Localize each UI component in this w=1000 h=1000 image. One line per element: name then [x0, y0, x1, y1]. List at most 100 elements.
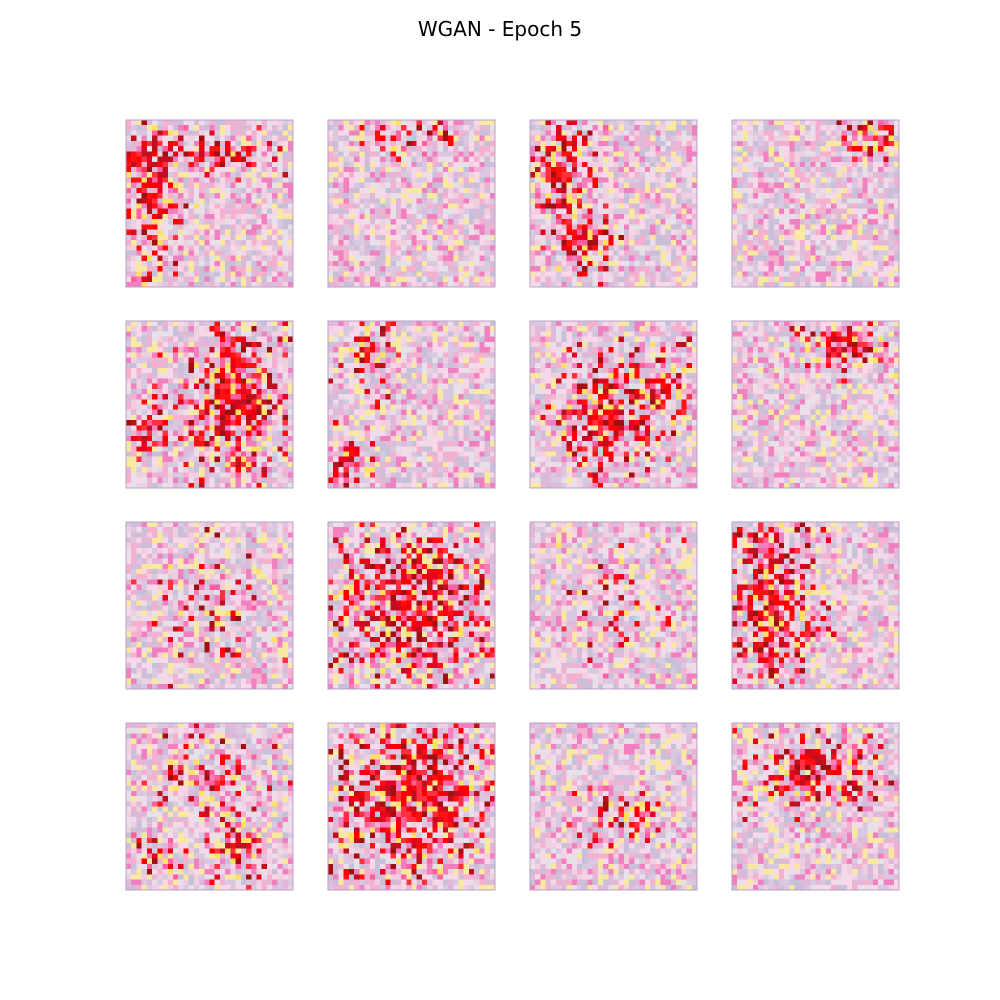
pixel	[629, 130, 635, 136]
pixel	[485, 209, 491, 215]
pixel	[582, 193, 588, 199]
pixel	[789, 188, 795, 194]
pixel	[277, 326, 283, 332]
pixel	[251, 136, 257, 142]
pixel	[784, 235, 790, 241]
pixel	[438, 141, 444, 147]
pixel	[774, 209, 780, 215]
pixel	[251, 441, 257, 447]
pixel	[267, 266, 273, 272]
pixel	[742, 198, 748, 204]
pixel	[530, 214, 536, 220]
pixel	[246, 352, 252, 358]
pixel	[401, 151, 407, 157]
pixel	[805, 141, 811, 147]
pixel	[561, 172, 567, 178]
pixel	[359, 141, 365, 147]
pixel	[147, 342, 153, 348]
pixel	[236, 420, 242, 426]
pixel	[769, 204, 775, 210]
pixel	[199, 240, 205, 246]
pixel	[183, 352, 189, 358]
pixel	[427, 240, 433, 246]
pixel	[225, 425, 231, 431]
pixel	[365, 125, 371, 131]
pixel	[464, 177, 470, 183]
pixel	[878, 219, 884, 225]
pixel	[577, 125, 583, 131]
pixel	[748, 141, 754, 147]
pixel	[737, 219, 743, 225]
pixel	[391, 282, 397, 288]
pixel	[432, 277, 438, 283]
pixel	[805, 219, 811, 225]
pixel	[262, 277, 268, 283]
pixel	[624, 214, 630, 220]
pixel	[742, 235, 748, 241]
pixel	[582, 146, 588, 152]
pixel	[587, 261, 593, 267]
pixel	[852, 230, 858, 236]
pixel	[763, 224, 769, 230]
pixel	[836, 167, 842, 173]
pixel	[742, 277, 748, 283]
pixel	[157, 256, 163, 262]
pixel	[359, 120, 365, 126]
pixel	[338, 167, 344, 173]
pixel	[826, 157, 832, 163]
pixel	[422, 271, 428, 277]
pixel	[359, 261, 365, 267]
pixel	[742, 230, 748, 236]
pixel	[748, 125, 754, 131]
pixel	[469, 282, 475, 288]
pixel	[427, 261, 433, 267]
pixel	[277, 415, 283, 421]
pixel	[784, 256, 790, 262]
pixel	[753, 136, 759, 142]
pixel	[614, 193, 620, 199]
pixel	[556, 240, 562, 246]
pixel	[380, 224, 386, 230]
pixel	[338, 151, 344, 157]
pixel	[883, 277, 889, 283]
pixel	[894, 230, 900, 236]
pixel	[168, 326, 174, 332]
pixel	[732, 167, 738, 173]
pixel	[189, 457, 195, 463]
pixel	[277, 245, 283, 251]
pixel	[283, 193, 289, 199]
pixel	[671, 282, 677, 288]
pixel	[354, 224, 360, 230]
pixel	[338, 125, 344, 131]
pixel	[256, 321, 262, 327]
pixel	[333, 204, 339, 210]
pixel	[490, 167, 496, 173]
pixel	[272, 245, 278, 251]
pixel	[490, 188, 496, 194]
pixel	[354, 167, 360, 173]
pixel	[215, 136, 221, 142]
pixel	[826, 271, 832, 277]
pixel	[634, 240, 640, 246]
pixel	[681, 172, 687, 178]
pixel	[640, 151, 646, 157]
pixel	[681, 219, 687, 225]
pixel	[142, 337, 148, 343]
pixel	[624, 136, 630, 142]
pixel	[157, 198, 163, 204]
pixel	[593, 125, 599, 131]
pixel	[810, 120, 816, 126]
pixel	[152, 368, 158, 374]
pixel	[412, 250, 418, 256]
pixel	[894, 151, 900, 157]
pixel	[894, 183, 900, 189]
pixel	[168, 378, 174, 384]
pixel	[199, 321, 205, 327]
pixel	[660, 277, 666, 283]
pixel	[199, 224, 205, 230]
pixel	[810, 277, 816, 283]
pixel	[748, 240, 754, 246]
pixel	[136, 141, 142, 147]
pixel	[251, 394, 257, 400]
pixel	[406, 183, 412, 189]
